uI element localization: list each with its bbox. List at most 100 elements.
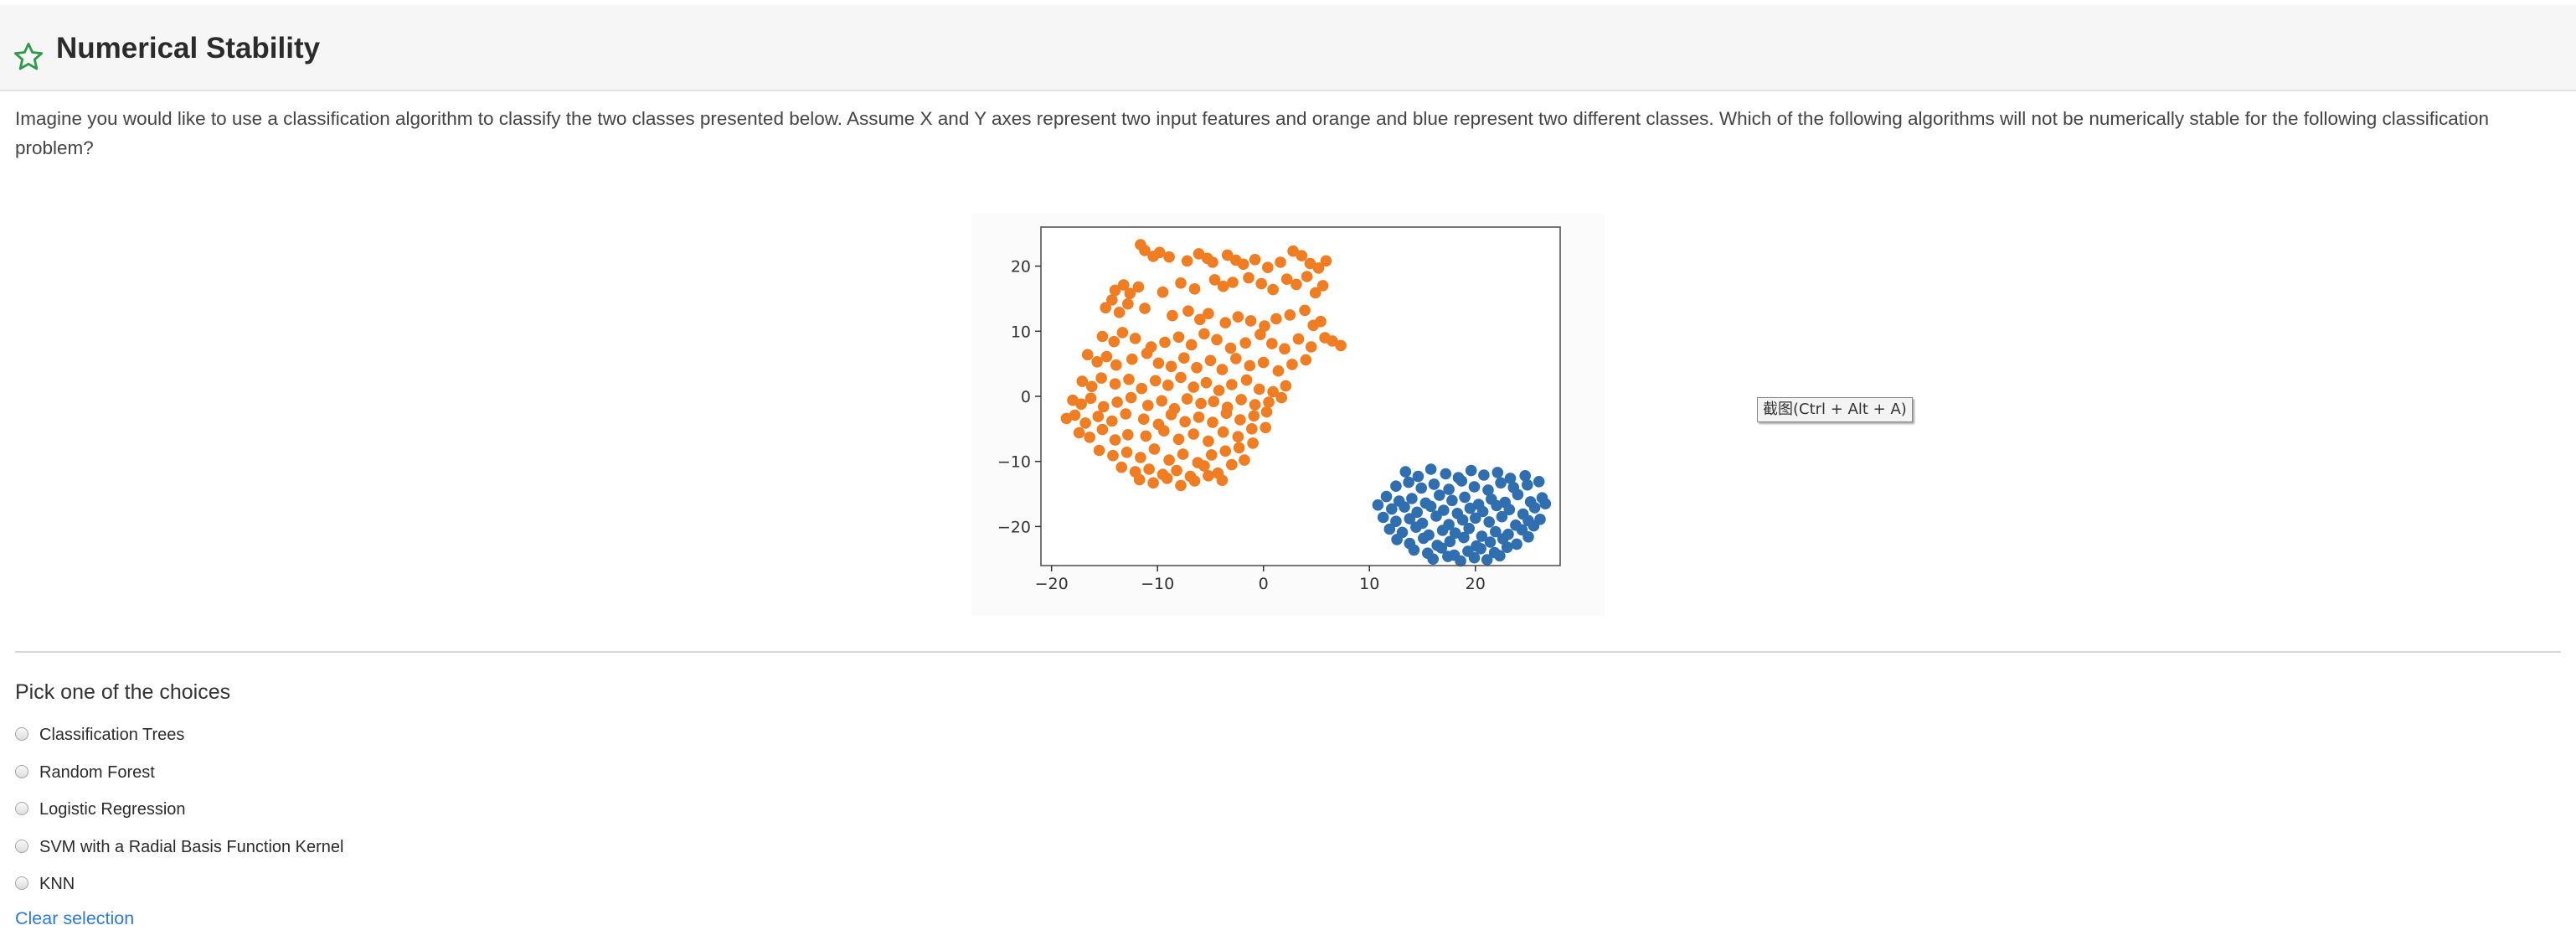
radio-button[interactable] (15, 876, 28, 890)
orange-class-point (1142, 400, 1154, 411)
orange-class-point (1275, 391, 1287, 404)
orange-class-point (1167, 309, 1178, 322)
orange-class-point (1249, 399, 1261, 411)
orange-class-point (1292, 333, 1305, 345)
orange-class-point (1158, 425, 1170, 437)
blue-class-point (1468, 481, 1481, 493)
orange-class-point (1205, 449, 1218, 461)
orange-class-point (1109, 434, 1121, 446)
blue-class-point (1528, 519, 1540, 532)
blue-class-point (1490, 525, 1502, 538)
choices-prompt: Pick one of the choices (15, 680, 231, 704)
choice-label[interactable]: SVM with a Radial Basis Function Kernel (39, 837, 344, 856)
blue-class-point (1372, 499, 1384, 511)
orange-class-point (1093, 444, 1105, 457)
orange-class-point (1157, 286, 1169, 298)
orange-class-point (1185, 339, 1198, 351)
choice-label[interactable]: Random Forest (39, 762, 155, 782)
blue-class-point (1408, 544, 1420, 556)
orange-class-point (1217, 426, 1229, 438)
radio-button[interactable] (15, 802, 28, 815)
orange-class-point (1181, 255, 1193, 267)
orange-class-point (1109, 284, 1121, 297)
orange-class-point (1240, 374, 1253, 386)
orange-class-point (1255, 328, 1266, 340)
orange-class-point (1177, 448, 1189, 460)
orange-class-point (1198, 460, 1210, 472)
blue-class-point (1411, 506, 1423, 519)
orange-class-point (1243, 271, 1255, 284)
orange-class-point (1153, 246, 1166, 259)
orange-class-point (1253, 383, 1265, 395)
blue-class-point (1390, 480, 1402, 492)
blue-class-point (1504, 473, 1517, 484)
radio-button[interactable] (15, 727, 28, 741)
orange-class-point (1161, 473, 1173, 484)
blue-class-point (1539, 498, 1552, 509)
orange-class-point (1233, 442, 1245, 454)
orange-class-point (1219, 317, 1231, 328)
orange-class-point (1194, 313, 1206, 326)
orange-class-point (1069, 409, 1081, 421)
orange-class-point (1139, 302, 1151, 314)
orange-class-point (1141, 347, 1153, 359)
orange-class-point (1073, 426, 1085, 439)
blue-class-point (1503, 504, 1516, 515)
orange-class-point (1111, 396, 1123, 408)
blue-class-point (1427, 553, 1439, 565)
blue-class-point (1412, 470, 1425, 483)
orange-class-point (1267, 283, 1279, 296)
blue-class-point (1501, 541, 1513, 553)
blue-class-point (1511, 538, 1522, 550)
orange-class-point (1097, 401, 1110, 413)
blue-class-point (1449, 527, 1461, 539)
blue-class-point (1377, 511, 1389, 524)
orange-class-point (1092, 411, 1105, 422)
orange-class-point (1226, 379, 1238, 390)
choice-label[interactable]: Classification Trees (39, 726, 185, 744)
orange-class-point (1075, 398, 1087, 411)
orange-class-point (1100, 350, 1113, 363)
star-outline-icon[interactable] (12, 40, 45, 74)
blue-class-point (1455, 475, 1468, 487)
blue-class-point (1475, 543, 1486, 555)
radio-button[interactable] (15, 839, 28, 853)
orange-class-point (1182, 305, 1194, 317)
orange-class-point (1067, 394, 1079, 406)
orange-class-point (1203, 470, 1214, 482)
blue-class-point (1481, 554, 1493, 566)
blue-class-point (1446, 494, 1458, 507)
blue-class-point (1440, 468, 1452, 480)
orange-class-point (1152, 357, 1165, 370)
orange-class-point (1113, 307, 1126, 318)
blue-class-point (1528, 502, 1541, 514)
orange-class-point (1280, 380, 1292, 392)
orange-class-point (1120, 408, 1131, 420)
orange-class-point (1204, 354, 1217, 367)
clear-selection-link[interactable]: Clear selection (15, 908, 135, 928)
question-text: Imagine you would like to use a classifi… (15, 108, 2490, 158)
radio-button[interactable] (15, 764, 28, 778)
section-divider (15, 651, 2561, 653)
orange-class-point (1220, 407, 1233, 419)
orange-class-point (1147, 477, 1159, 489)
orange-class-point (1148, 443, 1161, 455)
orange-class-point (1239, 454, 1250, 466)
orange-class-point (1244, 359, 1256, 372)
choice-label[interactable]: Logistic Regression (39, 800, 186, 819)
orange-class-point (1110, 359, 1122, 371)
orange-class-point (1226, 458, 1238, 471)
x-tick-label: 20 (1466, 575, 1486, 593)
orange-class-point (1219, 445, 1231, 457)
orange-class-point (1107, 449, 1119, 462)
orange-class-point (1084, 392, 1097, 405)
choice-label[interactable]: KNN (39, 875, 75, 893)
blue-class-point (1386, 503, 1398, 515)
y-tick-label: 20 (1011, 258, 1031, 277)
blue-class-point (1444, 535, 1456, 548)
orange-class-point (1181, 393, 1193, 405)
orange-class-point (1122, 297, 1134, 310)
orange-class-point (1203, 308, 1214, 320)
orange-class-point (1085, 380, 1098, 393)
blue-class-point (1492, 467, 1504, 478)
